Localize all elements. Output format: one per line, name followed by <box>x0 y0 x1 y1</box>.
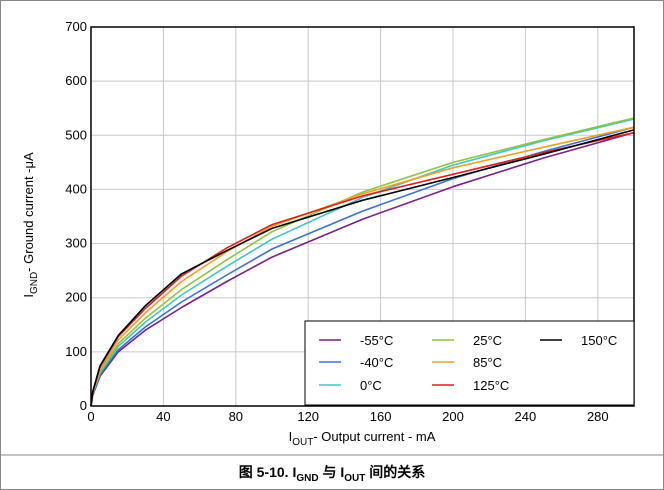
caption-mid: 与 I <box>319 464 345 480</box>
y-tick-label: 0 <box>80 398 87 413</box>
legend-label: 0°C <box>360 378 382 393</box>
y-tick-label: 200 <box>65 290 87 305</box>
figure-caption: 图 5-10. IGND 与 IOUT 间的关系 <box>239 464 426 484</box>
x-tick-label: 280 <box>587 409 609 424</box>
legend-label: -40°C <box>360 355 393 370</box>
x-tick-label: 40 <box>156 409 170 424</box>
y-tick-label: 700 <box>65 19 87 34</box>
y-axis-label-sub: GND <box>29 272 40 294</box>
x-tick-labels: 0 40 80 120 160 200 240 280 <box>87 409 608 424</box>
caption-sub-out: OUT <box>344 473 365 484</box>
legend: -55°C -40°C 0°C 25°C 85°C 125°C 150°C <box>305 321 634 405</box>
y-axis-label-rest: - Ground current -μA <box>21 152 36 272</box>
y-axis-label: IGND- Ground current -μA <box>21 152 40 298</box>
legend-label: -55°C <box>360 333 393 348</box>
legend-label: 125°C <box>473 378 509 393</box>
y-tick-label: 400 <box>65 181 87 196</box>
x-tick-label: 0 <box>87 409 94 424</box>
legend-label: 85°C <box>473 355 502 370</box>
x-axis-label: IOUT- Output current - mA <box>289 429 436 448</box>
y-tick-label: 500 <box>65 127 87 142</box>
x-tick-label: 80 <box>229 409 243 424</box>
y-tick-label: 600 <box>65 73 87 88</box>
y-tick-label: 100 <box>65 344 87 359</box>
x-axis-label-sub: OUT <box>292 437 313 448</box>
caption-suffix: 间的关系 <box>365 464 425 480</box>
legend-label: 150°C <box>581 333 617 348</box>
y-tick-labels: 0 100 200 300 400 500 600 700 <box>65 19 87 413</box>
x-axis-label-rest: - Output current - mA <box>313 429 435 444</box>
caption-prefix: 图 5-10. I <box>239 464 297 480</box>
x-tick-label: 240 <box>515 409 537 424</box>
legend-label: 25°C <box>473 333 502 348</box>
x-tick-label: 160 <box>370 409 392 424</box>
caption-sub-gnd: GND <box>296 473 318 484</box>
y-tick-label: 300 <box>65 236 87 251</box>
x-tick-label: 200 <box>442 409 464 424</box>
x-tick-label: 120 <box>297 409 319 424</box>
